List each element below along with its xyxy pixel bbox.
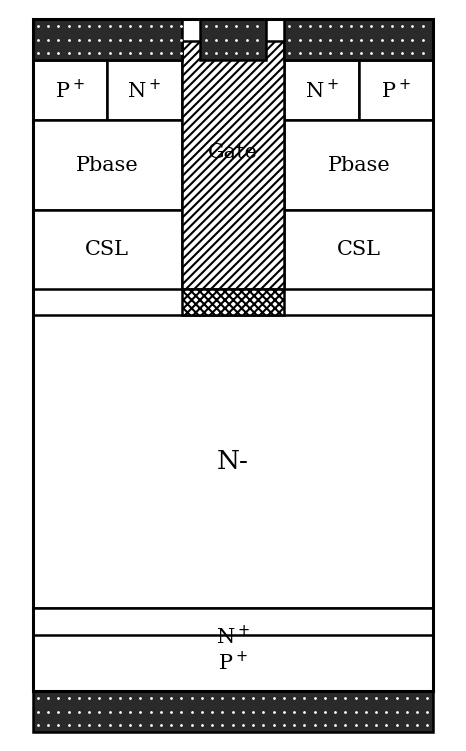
Bar: [107, 60, 182, 120]
Text: P$^+$: P$^+$: [55, 78, 85, 102]
Text: P$^+$: P$^+$: [218, 651, 248, 674]
Bar: [284, 19, 433, 60]
Bar: [33, 210, 182, 289]
Bar: [33, 19, 182, 60]
Text: N$^+$: N$^+$: [305, 78, 338, 102]
Bar: [284, 120, 433, 210]
Bar: [33, 60, 107, 120]
Bar: [33, 691, 433, 732]
Text: Gate: Gate: [208, 143, 258, 162]
Bar: [33, 315, 433, 608]
Bar: [33, 19, 433, 691]
Text: CSL: CSL: [337, 240, 381, 259]
Bar: [33, 120, 182, 210]
Text: N$^+$: N$^+$: [128, 78, 161, 102]
Bar: [182, 41, 284, 289]
Bar: [359, 60, 433, 120]
Text: N-: N-: [217, 449, 249, 475]
Text: P$^+$: P$^+$: [381, 78, 411, 102]
Bar: [33, 635, 433, 691]
Text: Pbase: Pbase: [328, 155, 390, 175]
Bar: [200, 19, 266, 60]
Bar: [182, 289, 284, 315]
Bar: [284, 60, 359, 120]
Bar: [33, 608, 433, 665]
Text: Pbase: Pbase: [76, 155, 138, 175]
Text: N$^+$: N$^+$: [216, 625, 250, 648]
Text: CSL: CSL: [85, 240, 129, 259]
Bar: [284, 210, 433, 289]
